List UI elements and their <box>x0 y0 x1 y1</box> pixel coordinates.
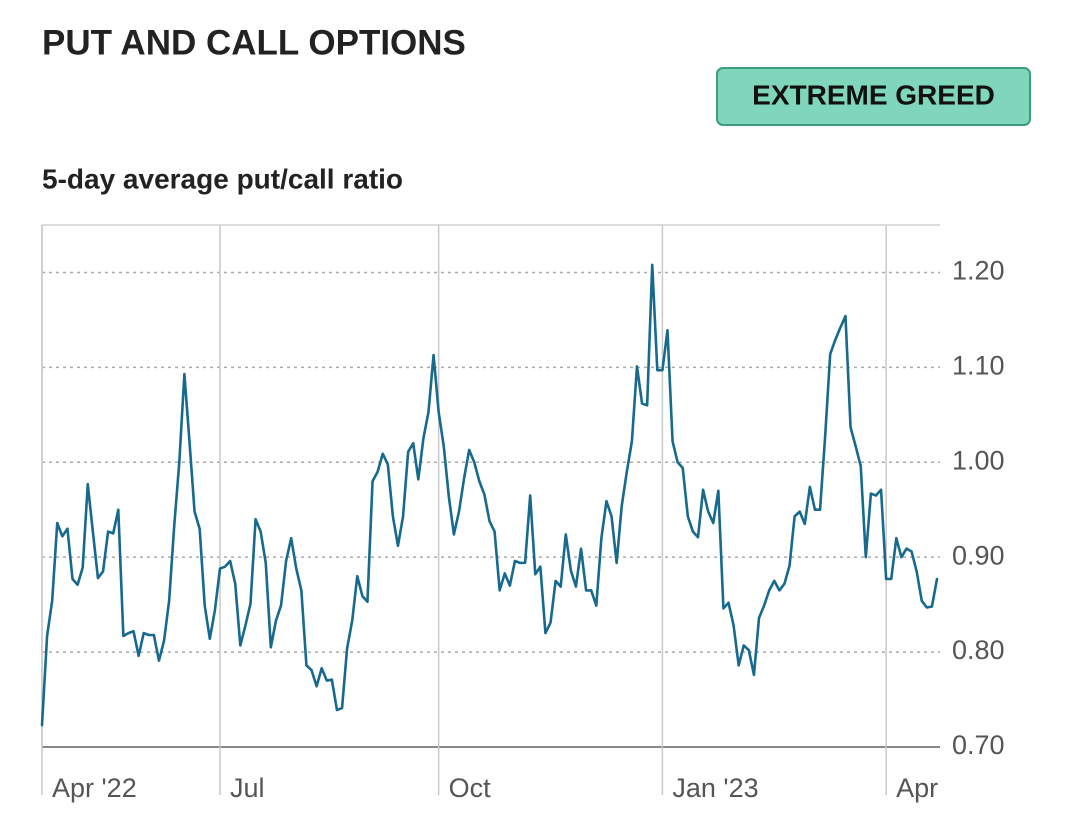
y-tick-label: 1.20 <box>952 256 1005 286</box>
x-tick-label: Jan '23 <box>672 773 758 803</box>
y-tick-label: 1.00 <box>952 445 1005 475</box>
badge <box>716 67 1031 126</box>
x-tick-label: Apr '22 <box>52 773 137 803</box>
y-tick-label: 1.10 <box>952 350 1005 380</box>
x-tick-label: Jul <box>230 773 265 803</box>
y-tick-label: 0.90 <box>952 540 1005 570</box>
x-tick-label: Oct <box>449 773 492 803</box>
chart-title: PUT AND CALL OPTIONS <box>42 23 466 62</box>
x-tick-label: Apr <box>896 773 938 803</box>
series-line <box>40 263 939 727</box>
y-tick-label: 0.70 <box>952 730 1005 760</box>
y-tick-label: 0.80 <box>952 635 1005 665</box>
chart-subtitle: 5-day average put/call ratio <box>42 163 403 194</box>
badge-label: EXTREME GREED <box>752 79 995 110</box>
